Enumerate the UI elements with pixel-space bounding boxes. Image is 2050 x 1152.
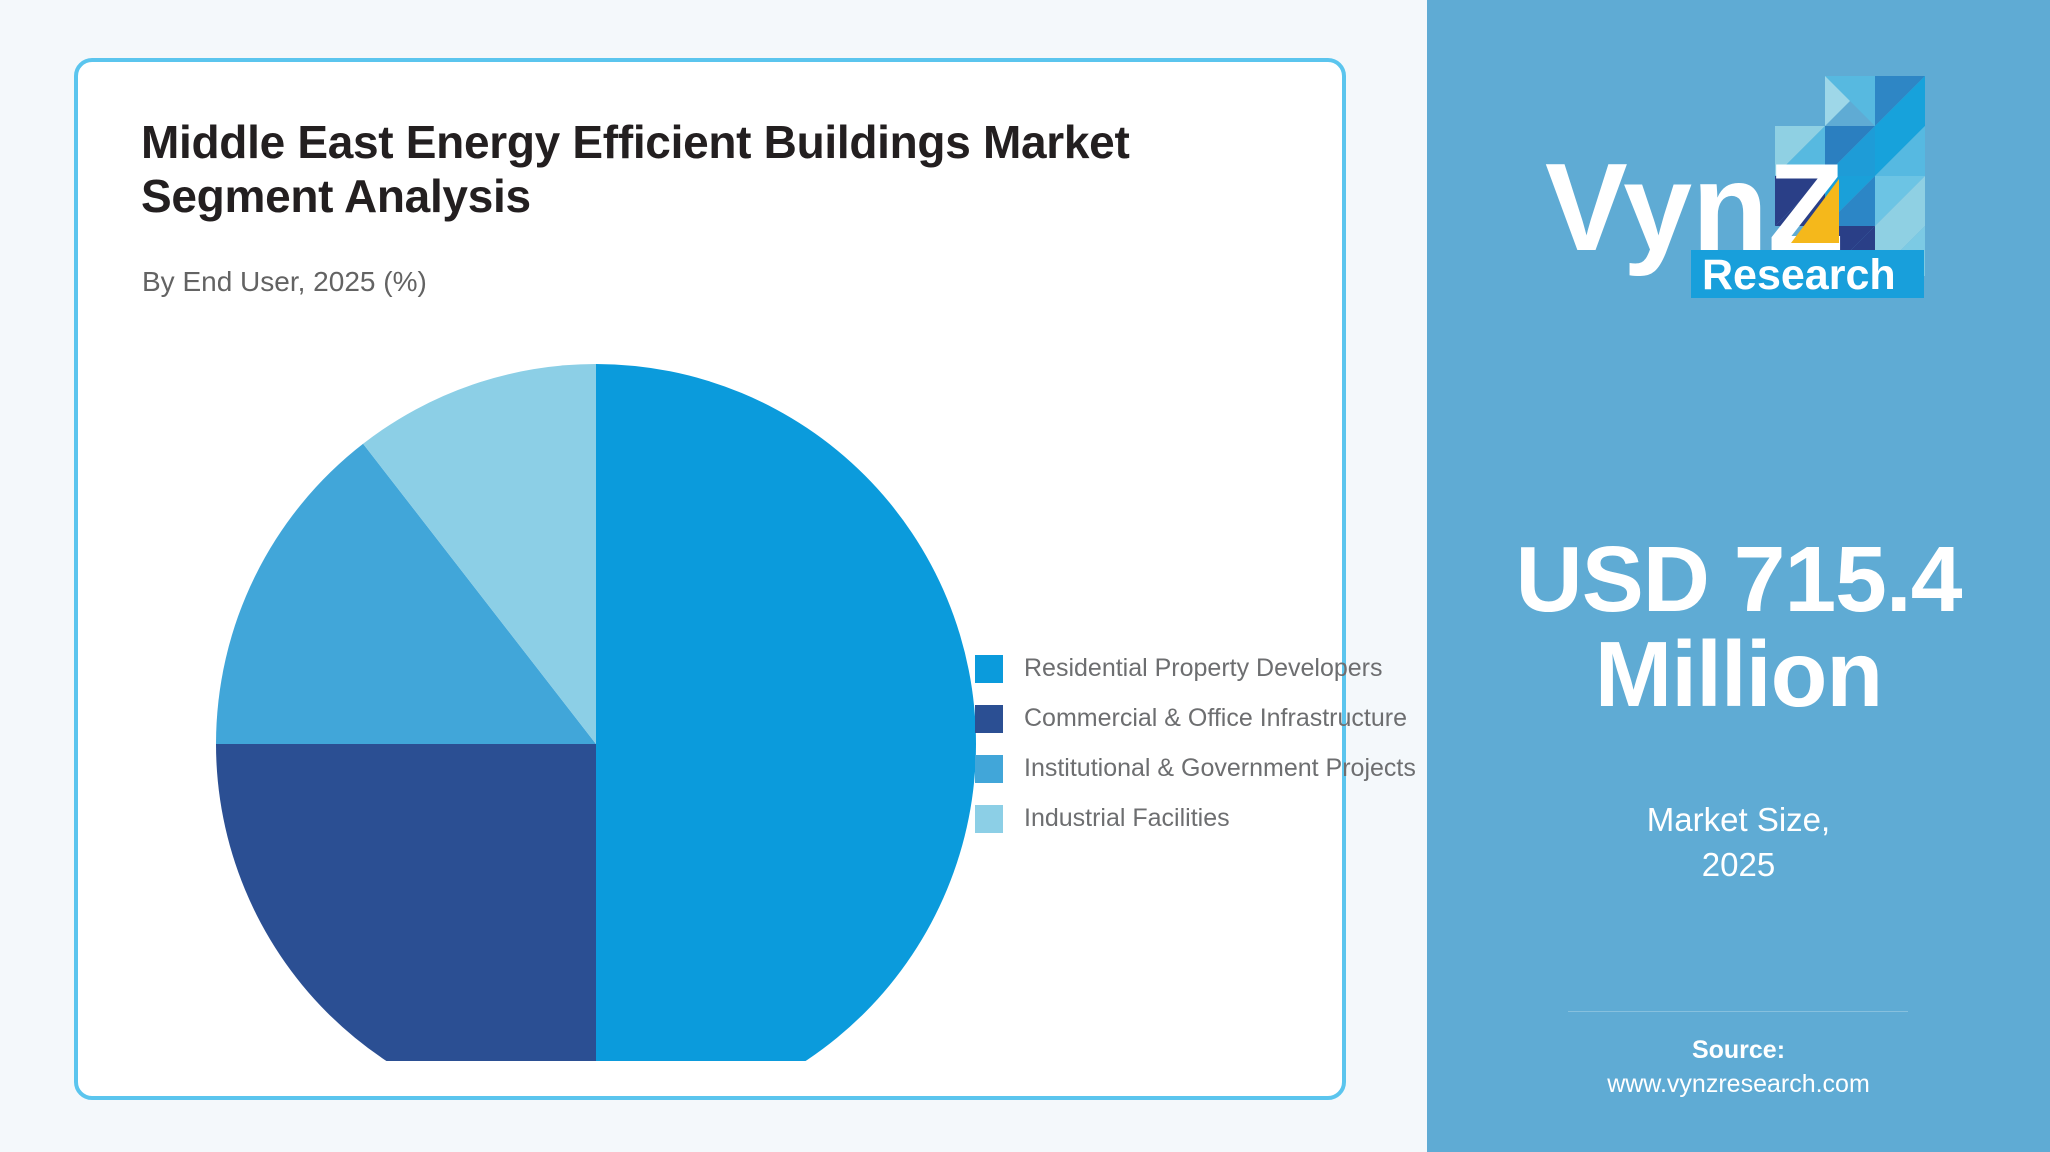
- legend-item[interactable]: Residential Property Developers: [975, 654, 1416, 683]
- legend-item-label: Commercial & Office Infrastructure: [1024, 704, 1407, 732]
- source-url[interactable]: www.vynzresearch.com: [1607, 1070, 1870, 1098]
- source-label: Source:: [1691, 1036, 1786, 1064]
- vynz-research-logo: VynZ Research for premier industry insig…: [1427, 60, 2050, 310]
- legend-swatch-icon: [975, 654, 1003, 683]
- legend-swatch-icon: [975, 754, 1003, 783]
- market-size-caption-line2: 2025: [1701, 845, 1776, 883]
- legend-item-label: Institutional & Government Projects: [1024, 754, 1416, 782]
- pie-chart-svg: [216, 364, 976, 1061]
- brand-panel: VynZ Research for premier industry insig…: [1427, 0, 2050, 1152]
- logo-subword-text: Research: [1702, 251, 1896, 299]
- legend-swatch-icon: [975, 704, 1003, 733]
- market-size-caption-line1: Market Size,: [1646, 801, 1831, 838]
- chart-card: Middle East Energy Efficient Buildings M…: [74, 58, 1416, 1100]
- market-size-caption: Market Size, 2025: [1447, 798, 2030, 887]
- legend-item[interactable]: Industrial Facilities: [975, 804, 1416, 833]
- logo-svg: VynZ Research for premier industry insig…: [1545, 76, 1939, 310]
- pie-slice-group: [216, 364, 976, 1061]
- pie-slice[interactable]: [216, 443, 596, 744]
- pie-slice[interactable]: [363, 364, 596, 744]
- legend-item[interactable]: Institutional & Government Projects: [975, 754, 1416, 783]
- logo-band-rect: [1690, 250, 1924, 298]
- pie-slice[interactable]: [216, 744, 596, 1061]
- logo-yellow-triangle-icon: [1790, 179, 1839, 243]
- pie-slice[interactable]: [596, 364, 976, 1061]
- page-title: Middle East Energy Efficient Buildings M…: [141, 116, 1130, 222]
- logo-tagline-text: for premier industry insights: [1547, 309, 1939, 310]
- pie-chart: [142, 261, 1292, 1061]
- chart-subtitle: By End User, 2025 (%): [142, 266, 427, 297]
- source-divider: [1568, 1011, 1908, 1012]
- legend-item-label: Residential Property Developers: [1024, 654, 1383, 682]
- market-size-value: USD 715.4 Million: [1515, 527, 1963, 726]
- legend-item[interactable]: Commercial & Office Infrastructure: [975, 704, 1416, 733]
- legend-item-label: Industrial Facilities: [1024, 804, 1230, 832]
- legend-swatch-icon: [975, 804, 1003, 833]
- chart-legend: Residential Property Developers Commerci…: [975, 654, 1416, 833]
